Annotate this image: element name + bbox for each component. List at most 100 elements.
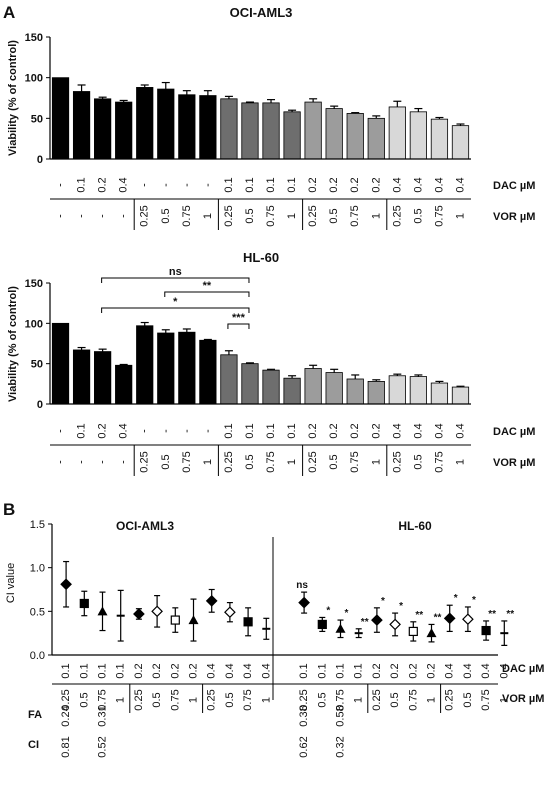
vor-value-label: 0.75	[265, 205, 277, 226]
ci-significance-label: **	[415, 610, 423, 621]
dac-value-label: 0.1	[60, 663, 72, 678]
ci-value-label: 0.81	[60, 736, 72, 757]
dac-row-label: DAC µM	[493, 180, 535, 192]
dac-value-label: -	[181, 183, 193, 187]
bar	[220, 98, 238, 160]
vor-value-label: 0.5	[151, 692, 163, 707]
vor-value-label: 0.5	[244, 208, 256, 223]
chart-b-title: HL-60	[243, 250, 279, 265]
bar	[367, 117, 385, 160]
bar	[136, 87, 154, 160]
vor-value-label: 0.5	[316, 692, 328, 707]
bar	[283, 377, 301, 405]
bar	[409, 111, 427, 160]
y-tick-label: 0	[37, 154, 43, 166]
vor-value-label: 0.25	[139, 451, 151, 472]
vor-value-label: -	[97, 214, 109, 218]
dac-value-label: 0.2	[169, 663, 181, 678]
vor-value-label: -	[76, 214, 88, 218]
ci-point	[335, 623, 346, 633]
fa-row-label: FA	[28, 709, 42, 721]
dac-value-label: 0.2	[151, 663, 163, 678]
vor-value-label: 0.25	[223, 451, 235, 472]
vor-value-label: 0.25	[298, 689, 310, 710]
dac-value-label: 0.4	[480, 663, 492, 678]
dac-value-label: 0.1	[353, 663, 365, 678]
dac-value-label: 0.1	[76, 177, 88, 192]
dac-value-label: 0.1	[223, 423, 235, 438]
bar	[115, 101, 133, 160]
vor-value-label: 1	[202, 459, 214, 465]
dac-value-label: 0.2	[370, 423, 382, 438]
vor-value-label: 0.75	[265, 451, 277, 472]
ci-point	[443, 612, 456, 625]
dac-value-label: 0.4	[462, 663, 474, 678]
y-tick-label: 0.0	[30, 650, 45, 662]
vor-value-label: 0.5	[224, 692, 236, 707]
dac-value-label: 0.2	[307, 177, 319, 192]
dac-value-label: -	[139, 429, 151, 433]
fa-value-label: 0.24	[60, 705, 72, 726]
bar	[388, 106, 406, 160]
ci-point	[133, 608, 145, 620]
significance-bracket	[101, 277, 250, 283]
vor-value-label: 0.25	[139, 205, 151, 226]
dac-value-label: 0.4	[454, 423, 466, 438]
bar	[94, 98, 112, 160]
bar	[157, 88, 175, 160]
vor-value-label: -	[76, 460, 88, 464]
bar	[346, 113, 364, 160]
bar	[430, 118, 449, 160]
bar	[430, 382, 449, 405]
dac-value-label: 0.2	[307, 423, 319, 438]
ci-point	[170, 615, 180, 625]
vor-value-label: 1	[260, 697, 272, 703]
bar	[220, 354, 238, 405]
dac-value-label: 0.4	[242, 663, 254, 678]
ci-significance-label: *	[454, 593, 458, 604]
vor-value-label: 0.75	[349, 205, 361, 226]
dac-value-label: -	[55, 183, 67, 187]
vor-value-label: 1	[353, 697, 365, 703]
dac-value-label: 0.4	[412, 423, 424, 438]
ci-point	[317, 619, 327, 630]
vor-value-label: 0.25	[391, 205, 403, 226]
bar	[325, 372, 343, 405]
bar	[262, 102, 280, 160]
vor-value-label: 1	[286, 213, 298, 219]
bar	[241, 363, 259, 405]
dac-value-label: 0.2	[328, 423, 340, 438]
y-tick-label: 100	[25, 318, 43, 330]
significance-bracket	[164, 291, 250, 297]
fa-value-label: 0.38	[298, 705, 310, 726]
y-tick-label: 100	[25, 73, 43, 85]
vor-value-label: 0.5	[78, 692, 90, 707]
ci-significance-label: *	[326, 605, 330, 616]
dac-value-label: 0.1	[316, 663, 328, 678]
bar	[346, 378, 364, 405]
dac-value-label: 0.1	[298, 663, 310, 678]
ci-value-label: 0.32	[335, 736, 347, 757]
dac-value-label: 0.2	[349, 423, 361, 438]
dac-value-label: -	[202, 183, 214, 187]
chart-c-group-label-oci-aml3: OCI-AML3	[116, 519, 174, 533]
dac-value-label: 0.4	[260, 663, 272, 678]
dac-value-label: 0.1	[97, 663, 109, 678]
vor-value-label: 0.5	[160, 454, 172, 469]
vor-value-label: 1	[188, 697, 200, 703]
ci-significance-label: *	[381, 596, 385, 607]
vor-value-label: 0.75	[335, 689, 347, 710]
ci-value-label: 0.52	[97, 736, 109, 757]
ci-significance-label: **	[361, 617, 369, 628]
dac-value-label: 0.2	[133, 663, 145, 678]
dac-value-label: 0.1	[286, 423, 298, 438]
ci-point	[188, 615, 199, 625]
vor-value-label: 0.75	[480, 689, 492, 710]
bar	[241, 102, 259, 160]
dac-value-label: 0.2	[349, 177, 361, 192]
bar	[304, 368, 322, 405]
dac-value-label: 0.2	[97, 423, 109, 438]
vor-row-label: VOR µM	[502, 693, 544, 705]
vor-value-label: 0.5	[389, 692, 401, 707]
